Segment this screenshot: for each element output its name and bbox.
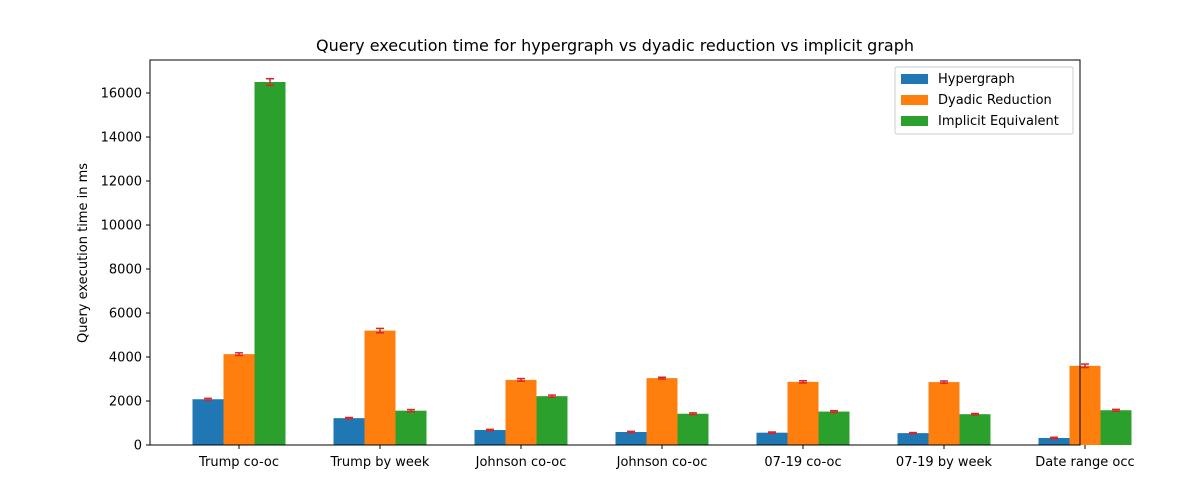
y-tick-label-2: 4000 [109, 351, 142, 366]
bar-implicit-equivalent-2 [536, 396, 568, 445]
bar-hypergraph-5 [897, 433, 929, 445]
bar-implicit-equivalent-1 [395, 410, 427, 445]
x-tick-label-1: Trump by week [330, 455, 430, 470]
legend-swatch-2 [901, 116, 928, 126]
y-axis: 0 2000 4000 6000 8000 10000 12000 14000 16000 [101, 87, 150, 454]
y-tick-label-3: 6000 [109, 307, 142, 322]
plot-frame [149, 59, 1081, 446]
y-axis-label: Query execution time in ms [76, 163, 91, 343]
y-tick-label-5: 10000 [101, 219, 142, 234]
bar-dyadic-reduction-5 [928, 382, 960, 445]
legend-label-2: Implicit Equivalent [938, 114, 1059, 129]
bar-implicit-equivalent-0 [254, 82, 286, 445]
y-tick-label-8: 16000 [101, 87, 142, 102]
legend: Hypergraph Dyadic Reduction Implicit Equiv… [894, 66, 1074, 135]
x-tick-label-3: Johnson co-oc [616, 455, 708, 470]
x-tick-label-0: Trump co-oc [198, 455, 279, 470]
bar-hypergraph-2 [474, 430, 506, 445]
bar-hypergraph-3 [615, 432, 647, 445]
bar-hypergraph-4 [756, 432, 788, 445]
bar-hypergraph-6 [1038, 437, 1070, 445]
y-tick-label-7: 14000 [101, 131, 142, 146]
x-tick-label-4: 07-19 co-oc [764, 455, 841, 470]
bars-group [192, 82, 1132, 445]
bar-hypergraph-1 [333, 418, 365, 445]
bar-implicit-equivalent-5 [959, 414, 991, 445]
chart-title: Query execution time for hypergraph vs d… [316, 36, 914, 55]
y-tick-label-6: 12000 [101, 175, 142, 190]
legend-box [894, 66, 1074, 135]
y-tick-label-4: 8000 [109, 263, 142, 278]
bar-dyadic-reduction-1 [364, 330, 396, 445]
bar-dyadic-reduction-0 [223, 354, 255, 445]
bar-dyadic-reduction-4 [787, 381, 819, 445]
legend-swatch-1 [901, 95, 928, 105]
error-bars-group [204, 77, 1120, 440]
bar-dyadic-reduction-6 [1069, 365, 1101, 445]
bar-implicit-equivalent-4 [818, 411, 850, 445]
y-tick-label-0: 0 [134, 439, 142, 454]
bar-dyadic-reduction-3 [646, 378, 678, 445]
bar-dyadic-reduction-2 [505, 379, 537, 445]
x-axis: Trump co-oc Trump by week Johnson co-oc Joh… [198, 445, 1135, 470]
legend-label-1: Dyadic Reduction [938, 93, 1052, 108]
bar-implicit-equivalent-3 [677, 413, 709, 445]
legend-label-0: Hypergraph [938, 72, 1015, 87]
x-tick-label-6: Date range occ [1035, 455, 1134, 470]
bar-hypergraph-0 [192, 399, 224, 445]
x-tick-label-5: 07-19 by week [896, 455, 993, 470]
legend-swatch-0 [901, 74, 928, 84]
bar-implicit-equivalent-6 [1100, 410, 1132, 445]
x-tick-label-2: Johnson co-oc [475, 455, 567, 470]
y-tick-label-1: 2000 [109, 395, 142, 410]
